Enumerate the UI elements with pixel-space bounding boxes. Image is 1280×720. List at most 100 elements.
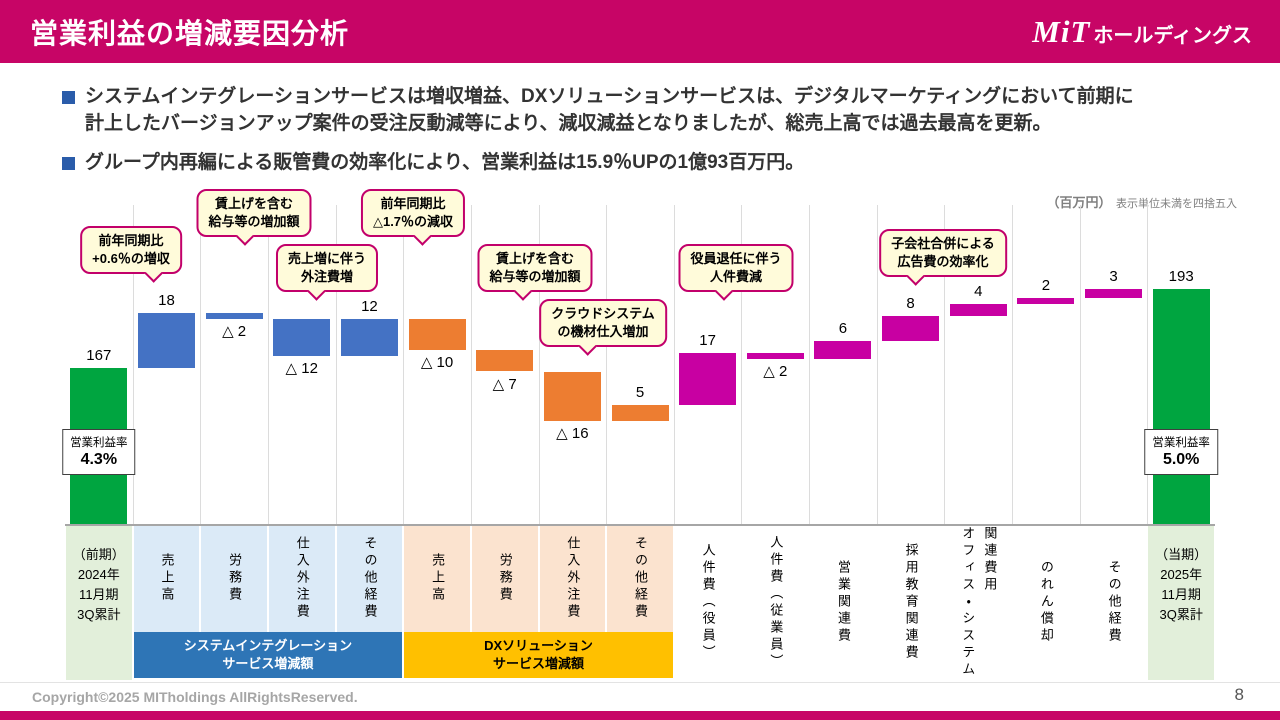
bullet-text: システムインテグレーションサービスは増収増益、DXソリューションサービスは、デジ…	[85, 86, 1134, 134]
category-label-text: 人件費（役員）	[700, 543, 716, 662]
chart-gridline	[267, 205, 269, 525]
category-label-text: 仕入外注費	[565, 536, 581, 621]
bar-value-label: 2	[1041, 276, 1051, 294]
bar-value-label: 193	[1168, 267, 1194, 285]
category-label: 売上高	[133, 525, 201, 632]
category-background	[539, 525, 606, 632]
category-background	[471, 525, 538, 632]
category-label: 人件費（従業員）	[741, 525, 809, 680]
category-label: 労務費	[200, 525, 268, 632]
callout: 子会社合併による 広告費の効率化	[879, 229, 1007, 287]
category-label-text: その他経費	[362, 536, 378, 621]
bar-value-label: △ 12	[285, 360, 318, 378]
chart-gridline	[470, 205, 472, 525]
category-background	[133, 525, 200, 632]
category-label-text: 人件費（従業員）	[768, 534, 784, 671]
waterfall-bar	[408, 319, 466, 350]
category-label-text: 売上高	[159, 553, 175, 604]
waterfall-bar	[137, 313, 195, 369]
category-label: 採用教育関連費	[877, 525, 945, 680]
category-label: その他経費	[606, 525, 674, 632]
chart-gridline	[944, 205, 946, 525]
bar-value-label: 8	[906, 295, 915, 313]
bar-value-label: △ 2	[763, 363, 788, 381]
bar-value-label: 5	[635, 384, 645, 402]
slide-header: 営業利益の増減要因分析 MiT ホールディングス	[0, 0, 1280, 63]
category-label-text: オフィス・システム 関連費用	[960, 526, 998, 679]
chart-gridline	[132, 205, 134, 525]
bar-value-label: △ 16	[556, 424, 589, 442]
callout-text: 賃上げを含む 給与等の増加額	[208, 196, 300, 230]
category-label: 仕入外注費	[268, 525, 336, 632]
category-label-text: 労務費	[227, 553, 243, 604]
callout-text: 賃上げを含む 給与等の増加額	[489, 251, 581, 285]
chart-gridline	[1147, 205, 1149, 525]
callout: 前年同期比 +0.6％の増収	[80, 226, 182, 284]
category-label-text: 労務費	[497, 553, 513, 604]
page-number: 8	[1234, 685, 1244, 704]
callout: 賃上げを含む 給与等の増加額	[477, 244, 593, 302]
category-label: （当期） 2025年 11月期 3Q累計	[1155, 547, 1208, 623]
bar-value-label: 6	[838, 319, 848, 337]
chart-gridline	[876, 205, 878, 525]
category-label: オフィス・システム 関連費用	[944, 525, 1012, 680]
chart-gridline	[809, 205, 811, 525]
chart-gridline	[335, 205, 337, 525]
callout-text: 前年同期比 △1.7％の減収	[372, 196, 454, 230]
company-logo: MiT ホールディングス	[1032, 14, 1252, 50]
bullet-square-icon	[62, 156, 75, 170]
category-label: 営業関連費	[809, 525, 877, 680]
bullet-item: グループ内再編による販管費の効率化により、営業利益は15.9％UPの1億93百万…	[62, 150, 1232, 177]
waterfall-bar	[273, 319, 331, 357]
category-background	[1148, 525, 1214, 680]
category-label: その他経費	[1080, 525, 1148, 680]
category-label: その他経費	[336, 525, 404, 632]
waterfall-bar	[205, 313, 263, 320]
waterfall-bar	[882, 316, 940, 341]
waterfall-bar	[1152, 288, 1210, 525]
category-background	[336, 525, 403, 632]
unit-note: （百万円） 表示単位未満を四捨五入	[1047, 192, 1237, 212]
footer-divider	[0, 682, 1280, 683]
unit-label: （百万円）	[1046, 195, 1112, 210]
bar-value-label: 4	[974, 282, 983, 300]
bullet-square-icon	[62, 91, 75, 104]
summary-bullets: システムインテグレーションサービスは増収増益、DXソリューションサービスは、デジ…	[62, 84, 1232, 189]
chart-gridline	[1079, 205, 1081, 525]
bottom-accent-strip	[0, 711, 1280, 720]
waterfall-bar	[543, 371, 601, 421]
category-label: 仕入外注費	[539, 525, 607, 632]
group-band-si: システムインテグレーション サービス増減額	[133, 632, 403, 678]
callout: 役員退任に伴う 人件費減	[678, 244, 794, 302]
bullet-text: グループ内再編による販管費の効率化により、営業利益は15.9％UPの1億93百万…	[85, 151, 805, 173]
category-background	[268, 525, 335, 632]
waterfall-bar	[949, 303, 1007, 317]
callout-text: 役員退任に伴う 人件費減	[690, 251, 782, 285]
category-label-text: その他経費	[633, 536, 649, 621]
bar-value-label: △ 2	[222, 323, 247, 341]
chart-gridline	[1012, 205, 1014, 525]
chart-gridline	[200, 205, 202, 525]
bar-value-label: △ 10	[420, 354, 454, 371]
callout-text: クラウドシステム の機材仕入増加	[551, 306, 655, 340]
callout: 賃上げを含む 給与等の増加額	[196, 189, 312, 247]
profit-rate-title: 営業利益率	[70, 437, 128, 449]
waterfall-bar	[476, 350, 534, 372]
category-label: （前期） 2024年 11月期 3Q累計	[72, 547, 125, 623]
callout-text: 子会社合併による 広告費の効率化	[891, 236, 995, 270]
profit-rate-box: 営業利益率 5.0%	[1144, 429, 1218, 475]
category-label-text: 採用教育関連費	[903, 543, 919, 662]
waterfall-bar	[1017, 297, 1075, 304]
category-background	[404, 525, 470, 632]
bar-value-label: 167	[86, 347, 112, 365]
profit-rate-box: 営業利益率 4.3%	[62, 429, 136, 475]
waterfall-bar	[746, 353, 804, 360]
callout-text: 前年同期比 +0.6％の増収	[92, 233, 170, 267]
category-label-text: 営業関連費	[835, 560, 851, 645]
waterfall-bar	[611, 405, 669, 421]
category-background	[201, 525, 267, 632]
waterfall-bar	[679, 353, 737, 406]
profit-rate-title: 営業利益率	[1152, 437, 1210, 449]
